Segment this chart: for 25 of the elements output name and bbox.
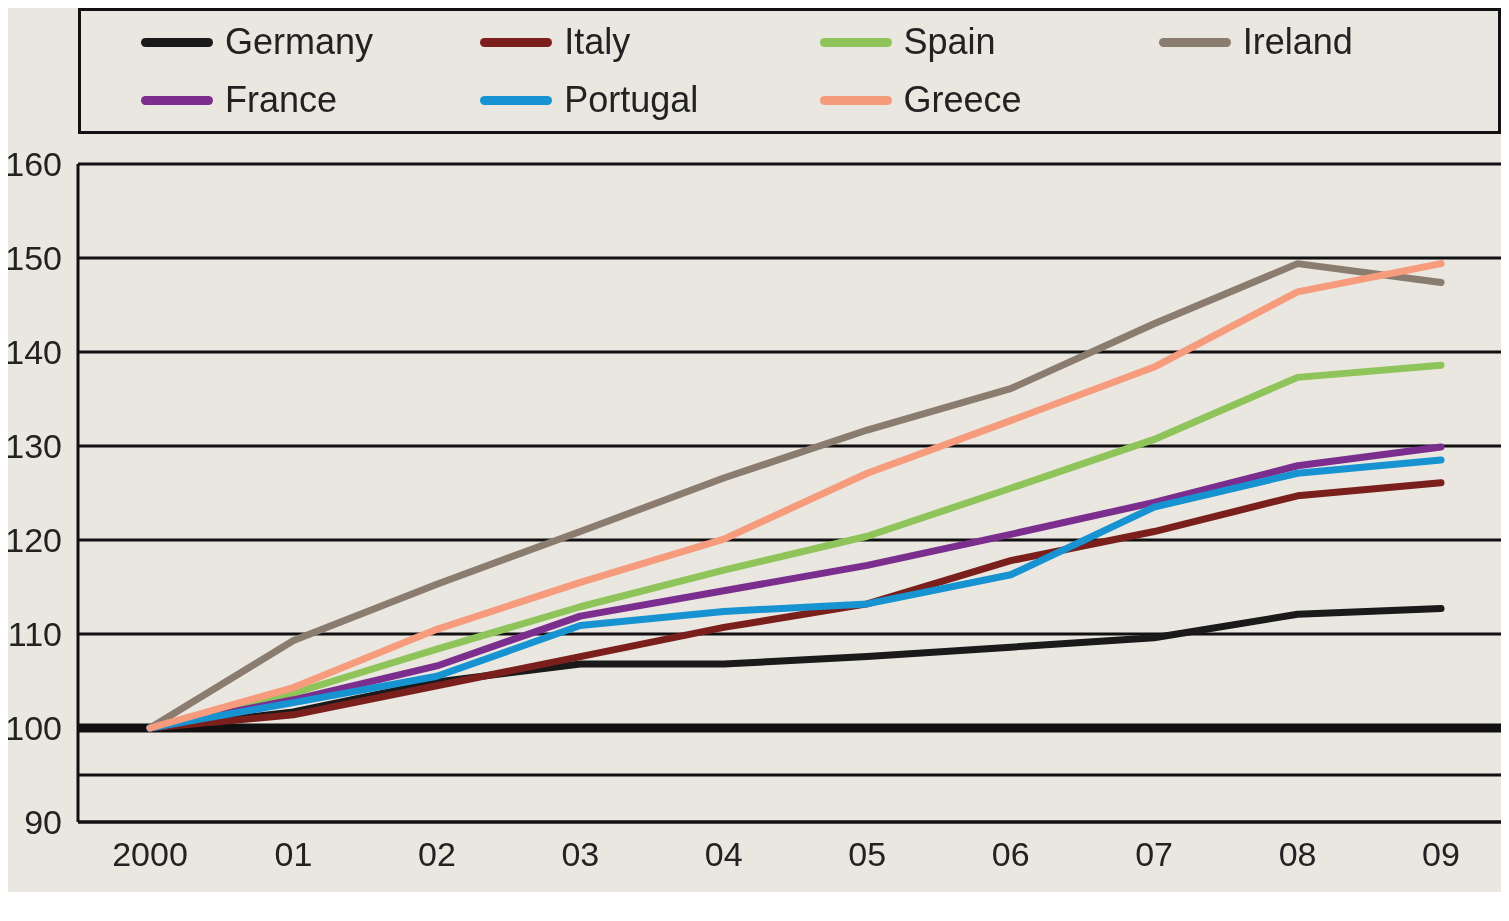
y-tick-label: 120	[5, 521, 62, 560]
y-tick-label: 130	[5, 427, 62, 466]
x-tick-label: 05	[848, 835, 887, 874]
y-tick-label: 160	[5, 145, 62, 184]
legend-label: Portugal	[564, 79, 699, 121]
legend-label: France	[225, 79, 338, 121]
x-tick-label: 08	[1278, 835, 1317, 874]
x-tick-label: 03	[561, 835, 600, 874]
legend-label: Germany	[225, 21, 374, 63]
y-tick-label: 90	[24, 803, 62, 842]
x-tick-label: 02	[417, 835, 456, 874]
legend-label: Spain	[903, 21, 996, 63]
y-tick-label: 150	[5, 239, 62, 278]
y-tick-label: 100	[5, 709, 62, 748]
x-tick-label: 04	[704, 835, 743, 874]
x-tick-label: 2000	[112, 835, 188, 874]
legend-label: Greece	[903, 79, 1022, 121]
x-tick-label: 07	[1135, 835, 1174, 874]
x-tick-label: 01	[274, 835, 313, 874]
y-tick-label: 110	[7, 615, 62, 654]
legend-label: Ireland	[1242, 21, 1353, 63]
x-tick-label: 06	[991, 835, 1030, 874]
y-tick-label: 140	[5, 333, 62, 372]
x-tick-label: 09	[1422, 835, 1460, 874]
legend-label: Italy	[564, 21, 631, 63]
